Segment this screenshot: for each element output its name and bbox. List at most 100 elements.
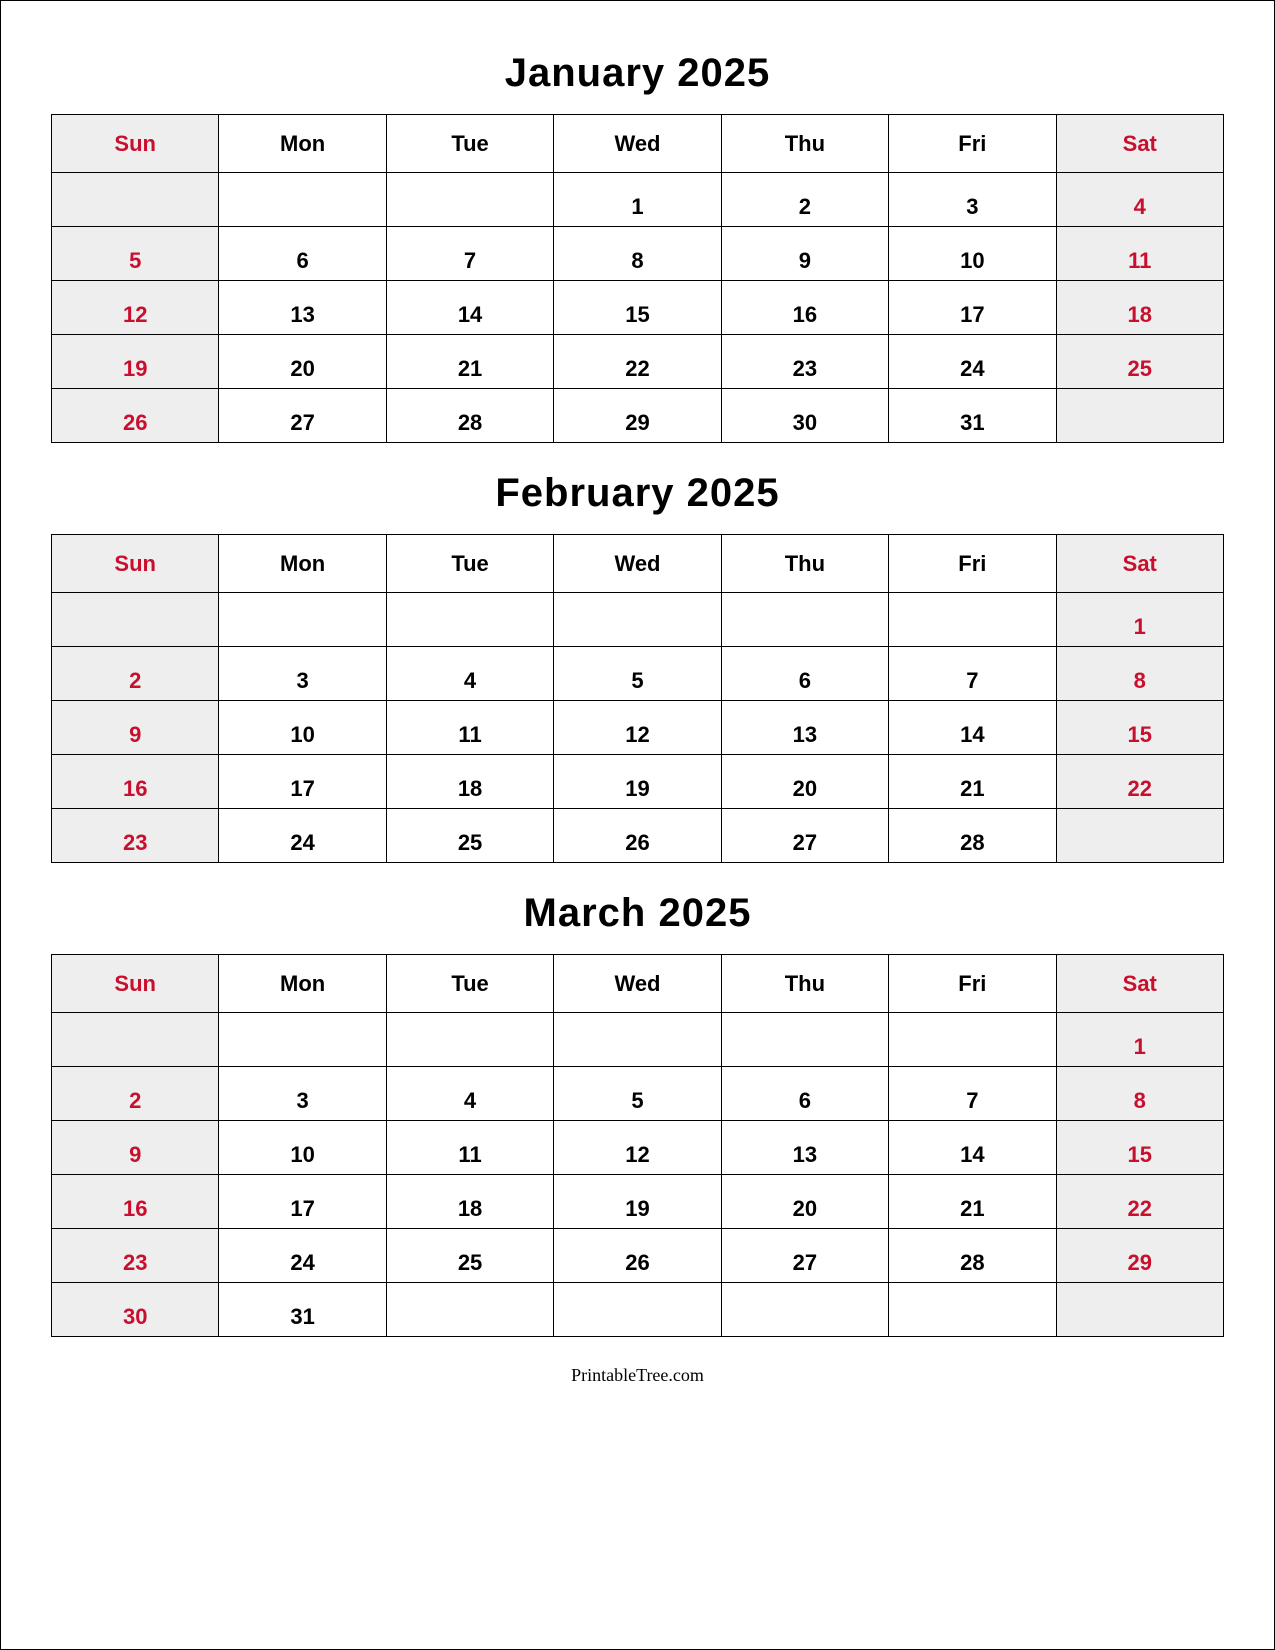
day-cell: 14 (889, 701, 1056, 755)
day-cell (721, 1283, 888, 1337)
day-cell: 7 (889, 1067, 1056, 1121)
day-cell (52, 1013, 219, 1067)
day-header: Fri (889, 115, 1056, 173)
day-cell: 26 (554, 1229, 721, 1283)
day-cell: 21 (889, 755, 1056, 809)
day-cell: 10 (219, 1121, 386, 1175)
day-cell: 15 (1056, 701, 1223, 755)
day-cell (554, 1013, 721, 1067)
day-cell: 7 (889, 647, 1056, 701)
week-row: 9101112131415 (52, 701, 1224, 755)
day-cell: 30 (721, 389, 888, 443)
day-cell: 11 (386, 701, 553, 755)
day-cell: 21 (386, 335, 553, 389)
day-cell: 6 (219, 227, 386, 281)
week-row: 1 (52, 593, 1224, 647)
day-cell: 9 (52, 1121, 219, 1175)
day-cell: 17 (219, 755, 386, 809)
day-cell: 13 (721, 1121, 888, 1175)
day-header: Fri (889, 535, 1056, 593)
day-cell: 15 (554, 281, 721, 335)
day-cell: 20 (219, 335, 386, 389)
day-cell (386, 173, 553, 227)
day-cell (219, 1013, 386, 1067)
day-cell: 27 (219, 389, 386, 443)
day-cell: 13 (219, 281, 386, 335)
week-row: 2345678 (52, 1067, 1224, 1121)
day-cell: 26 (554, 809, 721, 863)
day-cell: 5 (52, 227, 219, 281)
day-header: Sat (1056, 535, 1223, 593)
month-block: February 2025SunMonTueWedThuFriSat123456… (51, 471, 1224, 863)
day-cell: 28 (889, 1229, 1056, 1283)
month-title: March 2025 (51, 891, 1224, 936)
day-cell: 8 (1056, 1067, 1223, 1121)
week-row: 23242526272829 (52, 1229, 1224, 1283)
week-row: 567891011 (52, 227, 1224, 281)
day-cell: 22 (554, 335, 721, 389)
day-cell: 23 (52, 809, 219, 863)
day-header: Thu (721, 535, 888, 593)
day-header: Mon (219, 955, 386, 1013)
day-cell: 2 (52, 647, 219, 701)
day-header-row: SunMonTueWedThuFriSat (52, 115, 1224, 173)
day-cell: 12 (52, 281, 219, 335)
week-row: 9101112131415 (52, 1121, 1224, 1175)
day-cell: 26 (52, 389, 219, 443)
day-cell: 10 (219, 701, 386, 755)
day-cell (889, 1013, 1056, 1067)
day-cell: 4 (386, 647, 553, 701)
day-cell (52, 173, 219, 227)
day-header: Wed (554, 535, 721, 593)
day-cell (219, 593, 386, 647)
day-cell: 29 (554, 389, 721, 443)
day-cell (554, 593, 721, 647)
day-header: Sun (52, 535, 219, 593)
week-row: 1 (52, 1013, 1224, 1067)
day-header: Mon (219, 535, 386, 593)
week-row: 16171819202122 (52, 755, 1224, 809)
calendar-table: SunMonTueWedThuFriSat1234567891011121314… (51, 954, 1224, 1337)
week-row: 16171819202122 (52, 1175, 1224, 1229)
calendar-table: SunMonTueWedThuFriSat1234567891011121314… (51, 114, 1224, 443)
week-row: 262728293031 (52, 389, 1224, 443)
day-cell: 3 (219, 1067, 386, 1121)
day-cell: 22 (1056, 1175, 1223, 1229)
day-cell: 3 (889, 173, 1056, 227)
week-row: 232425262728 (52, 809, 1224, 863)
day-cell: 21 (889, 1175, 1056, 1229)
footer-attribution: PrintableTree.com (51, 1365, 1224, 1386)
day-cell: 14 (386, 281, 553, 335)
day-cell: 1 (1056, 593, 1223, 647)
week-row: 12131415161718 (52, 281, 1224, 335)
day-cell: 29 (1056, 1229, 1223, 1283)
day-header: Fri (889, 955, 1056, 1013)
day-cell (219, 173, 386, 227)
day-cell: 1 (554, 173, 721, 227)
day-cell: 2 (721, 173, 888, 227)
day-cell: 14 (889, 1121, 1056, 1175)
day-cell: 11 (386, 1121, 553, 1175)
day-cell: 24 (219, 809, 386, 863)
day-cell: 5 (554, 1067, 721, 1121)
day-cell: 17 (889, 281, 1056, 335)
day-cell: 28 (386, 389, 553, 443)
day-cell: 31 (219, 1283, 386, 1337)
day-cell: 17 (219, 1175, 386, 1229)
day-header: Wed (554, 115, 721, 173)
day-cell: 19 (554, 755, 721, 809)
day-cell (1056, 1283, 1223, 1337)
day-cell: 16 (52, 1175, 219, 1229)
day-cell: 5 (554, 647, 721, 701)
month-block: March 2025SunMonTueWedThuFriSat123456789… (51, 891, 1224, 1337)
week-row: 19202122232425 (52, 335, 1224, 389)
day-cell: 3 (219, 647, 386, 701)
day-cell (1056, 809, 1223, 863)
day-cell (52, 593, 219, 647)
day-header: Tue (386, 955, 553, 1013)
day-header: Sat (1056, 955, 1223, 1013)
month-block: January 2025SunMonTueWedThuFriSat1234567… (51, 51, 1224, 443)
day-cell: 6 (721, 647, 888, 701)
calendar-page: January 2025SunMonTueWedThuFriSat1234567… (0, 0, 1275, 1650)
day-cell: 4 (386, 1067, 553, 1121)
